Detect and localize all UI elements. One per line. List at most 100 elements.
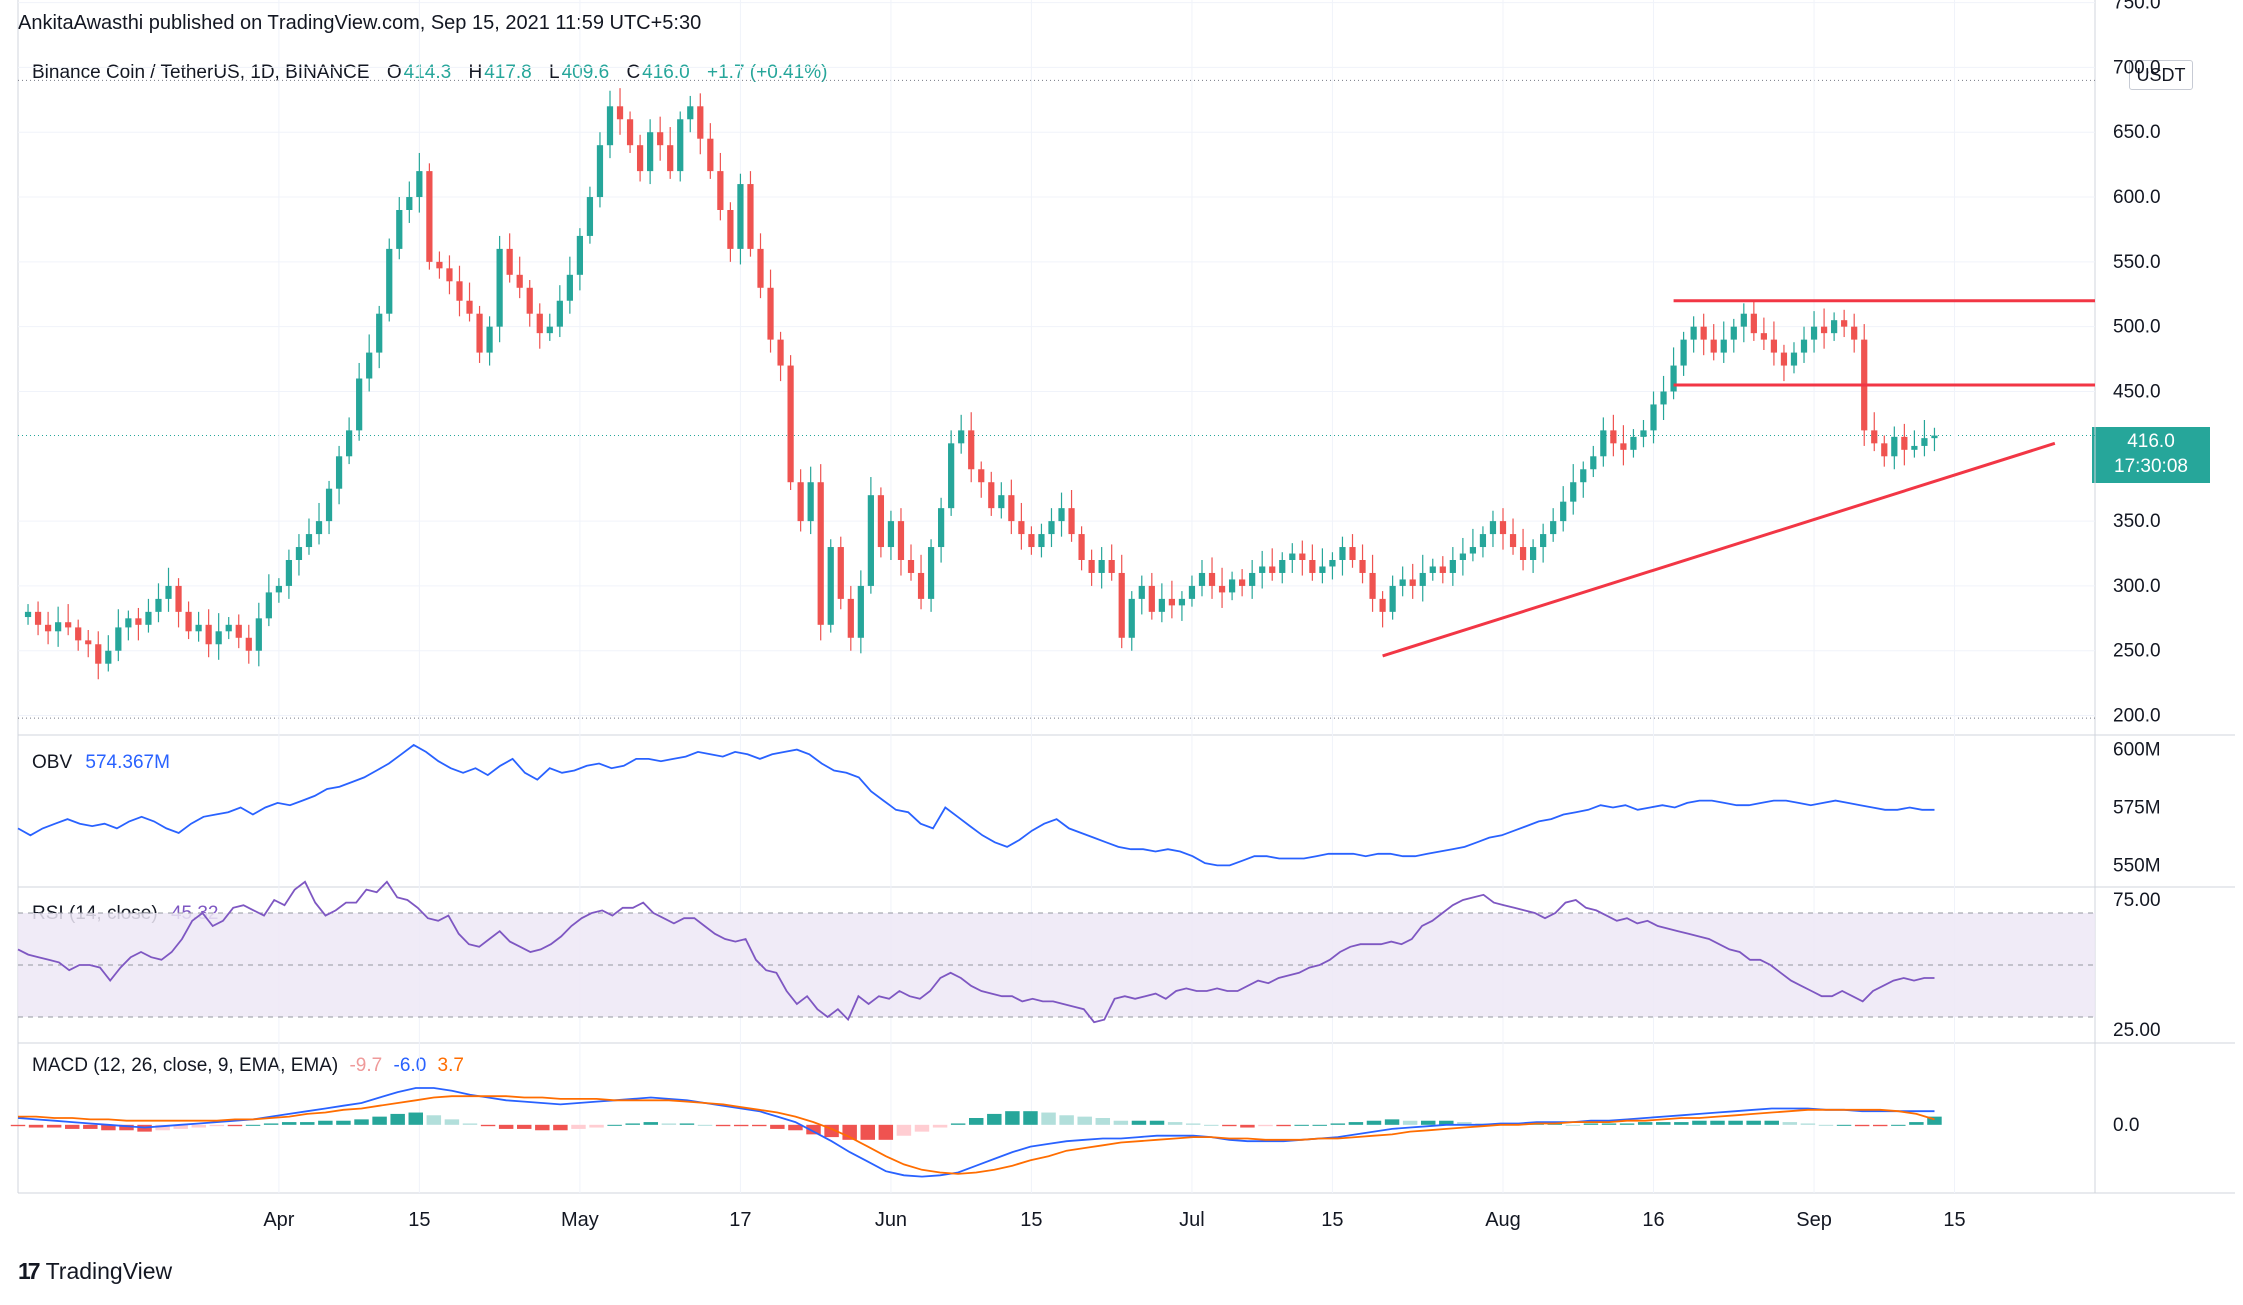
candle-body — [1780, 352, 1788, 366]
candle-body — [1028, 534, 1035, 548]
macd-histogram-bar — [1909, 1122, 1924, 1125]
macd-histogram-bar — [1420, 1120, 1436, 1125]
obv-tick-label: 600M — [2113, 740, 2161, 761]
macd-histogram-bar — [498, 1124, 514, 1129]
candle-body — [1329, 560, 1336, 567]
candle-body — [1018, 521, 1025, 535]
candle-body — [1680, 339, 1687, 366]
candle-body — [235, 624, 242, 638]
macd-histogram-bar — [715, 1124, 731, 1127]
macd-histogram-bar — [1872, 1124, 1888, 1127]
macd-histogram-bar — [950, 1123, 966, 1125]
candle-body — [95, 644, 102, 664]
macd-histogram-bar — [263, 1123, 279, 1125]
candle-body — [1098, 560, 1105, 573]
low-key: L — [549, 62, 560, 83]
macd-histogram-bar — [119, 1124, 134, 1131]
candle-body — [667, 145, 674, 172]
macd-histogram-bar — [571, 1124, 586, 1129]
candle-body — [717, 171, 724, 210]
candle-body — [867, 495, 874, 586]
macd-histogram-bar — [1077, 1116, 1092, 1125]
date-tick-label: Sep — [1796, 1209, 1832, 1231]
candle-body — [616, 106, 624, 120]
candle-body — [1509, 534, 1517, 548]
candle-body — [1178, 598, 1186, 606]
tradingview-logo[interactable]: 17 TradingView — [18, 1258, 172, 1285]
macd-histogram-bar — [1764, 1120, 1779, 1125]
candle-body — [225, 624, 232, 632]
candle-body — [1810, 326, 1818, 340]
candle-body — [948, 443, 955, 509]
candle-body — [205, 624, 212, 645]
macd-histogram-bar — [733, 1124, 749, 1127]
candle-body — [335, 456, 343, 489]
macd-histogram-bar — [1656, 1122, 1671, 1125]
candle-body — [175, 585, 182, 612]
candle-body — [576, 235, 584, 275]
macd-legend: MACD (12, 26, close, 9, EMA, EMA) -9.7 -… — [32, 1055, 464, 1077]
candle-body — [1600, 430, 1607, 457]
macd-histogram-bar — [408, 1112, 423, 1125]
macd-histogram-bar — [896, 1124, 912, 1136]
candle-body — [1409, 579, 1416, 586]
macd-histogram-bar — [1746, 1120, 1761, 1125]
macd-histogram-bar — [1240, 1124, 1255, 1128]
currency-button[interactable]: USDT — [2129, 60, 2193, 90]
candle-body — [857, 585, 864, 638]
macd-histogram-bar — [1583, 1123, 1599, 1125]
macd-histogram-bar — [1457, 1122, 1472, 1125]
candle-body — [406, 197, 413, 210]
macd-histogram-bar — [1113, 1120, 1129, 1125]
candle-body — [476, 313, 483, 353]
candle-body — [1038, 534, 1045, 548]
candle-body — [1580, 469, 1587, 483]
candle-body — [285, 560, 293, 586]
candle-body — [506, 248, 513, 275]
candle-body — [1429, 566, 1436, 573]
candle-body — [807, 482, 814, 522]
axes: 750.0 700.0 650.0 600.0 550.0 500.0 450.0 350.0… — [263, 0, 2160, 1231]
macd-histogram-bar — [697, 1124, 713, 1126]
candle-body — [1660, 391, 1667, 405]
candle-body — [1198, 572, 1206, 586]
macd-histogram-bar — [968, 1118, 984, 1125]
macd-histogram-bar — [1818, 1124, 1834, 1126]
macd-histogram-bar — [1023, 1111, 1038, 1125]
candle-body — [897, 521, 905, 560]
macd-histogram-bar — [209, 1124, 225, 1127]
candle-body — [817, 482, 824, 625]
candle-body — [1118, 572, 1125, 638]
candle-body — [1128, 598, 1135, 638]
macd-histogram-bar — [372, 1116, 387, 1125]
price-tick-label: 600.0 — [2113, 187, 2161, 208]
price-tick-label: 700.0 — [2113, 57, 2161, 78]
macd-histogram-bar — [1167, 1122, 1183, 1125]
macd-histogram-bar — [1402, 1120, 1418, 1125]
macd-histogram-bar — [1258, 1124, 1273, 1127]
candle-body — [1319, 566, 1326, 573]
candle-body — [1168, 598, 1175, 606]
macd-histogram-bar — [1439, 1120, 1454, 1125]
candle-body — [1339, 547, 1346, 560]
macd-histogram-bar — [1276, 1124, 1291, 1127]
date-tick-label: Jun — [875, 1209, 907, 1231]
macd-histogram-bar — [354, 1119, 369, 1125]
candle-body — [737, 184, 744, 249]
candle-body — [446, 268, 453, 282]
price-tick-label: 750.0 — [2113, 0, 2161, 14]
macd-histogram-bar — [10, 1124, 26, 1127]
candle-body — [1449, 560, 1456, 573]
candle-body — [1620, 443, 1627, 450]
macd-histogram-bar — [191, 1124, 207, 1128]
candle-body — [968, 430, 975, 470]
candle-body — [1379, 598, 1386, 612]
macd-histogram-bar — [1601, 1123, 1617, 1125]
candle-body — [978, 469, 985, 483]
date-tick-label: 16 — [1642, 1209, 1664, 1231]
candle-body — [396, 210, 403, 249]
candle-body — [566, 274, 573, 301]
candle-body — [1369, 572, 1376, 599]
candle-body — [1269, 566, 1276, 573]
candle-body — [215, 631, 222, 645]
